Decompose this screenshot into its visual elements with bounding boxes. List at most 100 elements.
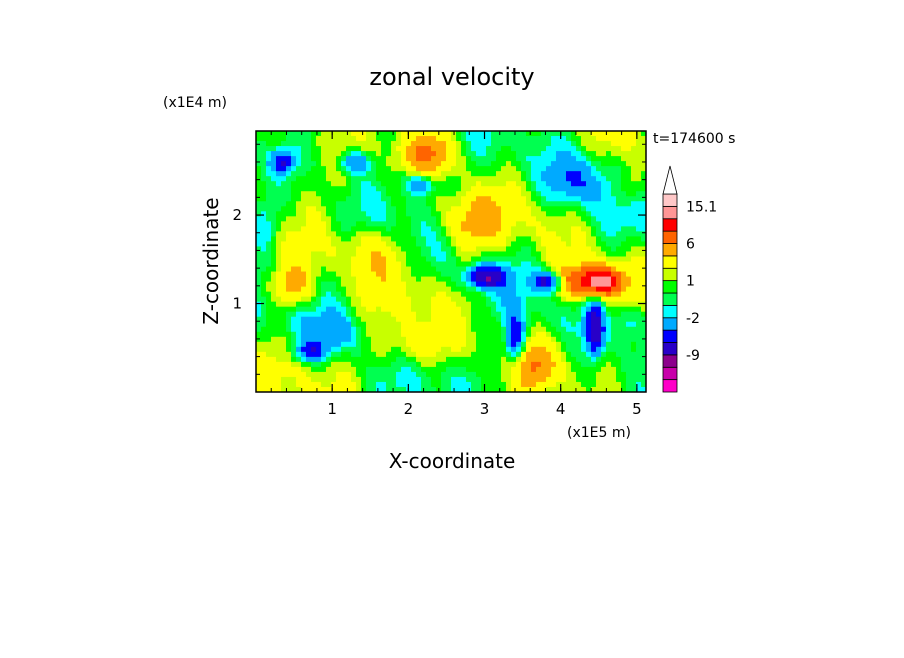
- heatmap-cell: [551, 356, 557, 363]
- heatmap-cell: [451, 146, 457, 152]
- heatmap-cell: [401, 256, 407, 263]
- heatmap-cell: [321, 351, 327, 358]
- heatmap-cell: [591, 161, 597, 167]
- heatmap-cell: [366, 276, 372, 283]
- heatmap-cell: [361, 186, 367, 192]
- heatmap-cell: [311, 221, 317, 227]
- heatmap-cell: [611, 211, 617, 217]
- heatmap-cell: [466, 381, 472, 388]
- heatmap-cell: [546, 256, 552, 263]
- heatmap-cell: [436, 226, 442, 232]
- heatmap-cell: [571, 276, 577, 283]
- heatmap-cell: [261, 156, 267, 162]
- heatmap-cell: [401, 191, 407, 197]
- heatmap-cell: [351, 261, 357, 268]
- heatmap-cell: [351, 281, 357, 288]
- heatmap-cell: [421, 346, 427, 353]
- heatmap-cell: [471, 216, 477, 222]
- heatmap-cell: [341, 286, 347, 293]
- heatmap-cell: [366, 381, 372, 388]
- heatmap-cell: [396, 336, 402, 343]
- heatmap-cell: [571, 196, 577, 202]
- heatmap-cell: [591, 316, 597, 323]
- heatmap-cell: [591, 286, 597, 293]
- heatmap-cell: [591, 331, 597, 338]
- heatmap-cell: [536, 256, 542, 263]
- heatmap-cell: [561, 226, 567, 232]
- heatmap-cell: [576, 246, 582, 253]
- heatmap-cell: [291, 386, 297, 392]
- heatmap-cell: [546, 231, 552, 237]
- heatmap-cell: [306, 306, 312, 313]
- heatmap-cell: [361, 161, 367, 167]
- heatmap-cell: [536, 201, 542, 207]
- heatmap-cell: [491, 341, 497, 348]
- heatmap-cell: [561, 351, 567, 358]
- heatmap-cell: [336, 206, 342, 212]
- heatmap-cell: [291, 346, 297, 353]
- heatmap-cell: [271, 156, 277, 162]
- heatmap-cell: [416, 271, 422, 278]
- heatmap-cell: [516, 301, 522, 308]
- heatmap-cell: [481, 366, 487, 373]
- heatmap-cell: [616, 206, 622, 212]
- heatmap-cell: [476, 356, 482, 363]
- heatmap-cell: [426, 146, 432, 152]
- heatmap-cell: [631, 196, 637, 202]
- heatmap-cell: [496, 286, 502, 293]
- heatmap-cell: [296, 296, 302, 303]
- heatmap-cell: [521, 326, 527, 333]
- heatmap-cell: [581, 361, 587, 368]
- heatmap-cell: [436, 166, 442, 172]
- heatmap-cell: [366, 181, 372, 187]
- heatmap-cell: [451, 296, 457, 303]
- heatmap-cell: [351, 131, 357, 137]
- heatmap-cell: [446, 351, 452, 358]
- heatmap-cell: [421, 271, 427, 278]
- heatmap-cell: [266, 241, 272, 248]
- heatmap-cell: [276, 356, 282, 363]
- heatmap-cell: [556, 366, 562, 373]
- heatmap-cell: [501, 191, 507, 197]
- heatmap-cell: [256, 296, 262, 303]
- heatmap-cell: [556, 371, 562, 378]
- heatmap-cell: [281, 326, 287, 333]
- heatmap-cell: [456, 251, 462, 258]
- heatmap-cell: [421, 246, 427, 253]
- heatmap-cell: [441, 166, 447, 172]
- heatmap-cell: [456, 171, 462, 177]
- heatmap-cell: [321, 171, 327, 177]
- heatmap-cell: [341, 151, 347, 157]
- heatmap-cell: [441, 351, 447, 358]
- heatmap-cell: [441, 176, 447, 182]
- heatmap-cell: [311, 211, 317, 217]
- heatmap-cell: [546, 381, 552, 388]
- heatmap-cell: [421, 221, 427, 227]
- heatmap-cell: [521, 276, 527, 283]
- heatmap-cell: [361, 266, 367, 273]
- heatmap-cell: [386, 286, 392, 293]
- heatmap-cell: [311, 341, 317, 348]
- heatmap-cell: [431, 171, 437, 177]
- heatmap-cell: [581, 186, 587, 192]
- heatmap-cell: [276, 191, 282, 197]
- heatmap-cell: [376, 286, 382, 293]
- heatmap-cell: [476, 221, 482, 227]
- heatmap-cell: [361, 191, 367, 197]
- heatmap-cell: [261, 356, 267, 363]
- heatmap-cell: [386, 366, 392, 373]
- heatmap-cell: [286, 376, 292, 383]
- heatmap-cell: [426, 296, 432, 303]
- heatmap-cell: [391, 366, 397, 373]
- heatmap-cell: [541, 136, 547, 142]
- heatmap-cell: [526, 156, 532, 162]
- heatmap-cell: [326, 371, 332, 378]
- heatmap-cell: [361, 146, 367, 152]
- heatmap-cell: [376, 186, 382, 192]
- heatmap-cell: [426, 361, 432, 368]
- heatmap-cell: [416, 371, 422, 378]
- heatmap-cell: [386, 291, 392, 298]
- heatmap-cell: [571, 306, 577, 313]
- heatmap-cell: [641, 146, 646, 152]
- heatmap-cell: [441, 311, 447, 318]
